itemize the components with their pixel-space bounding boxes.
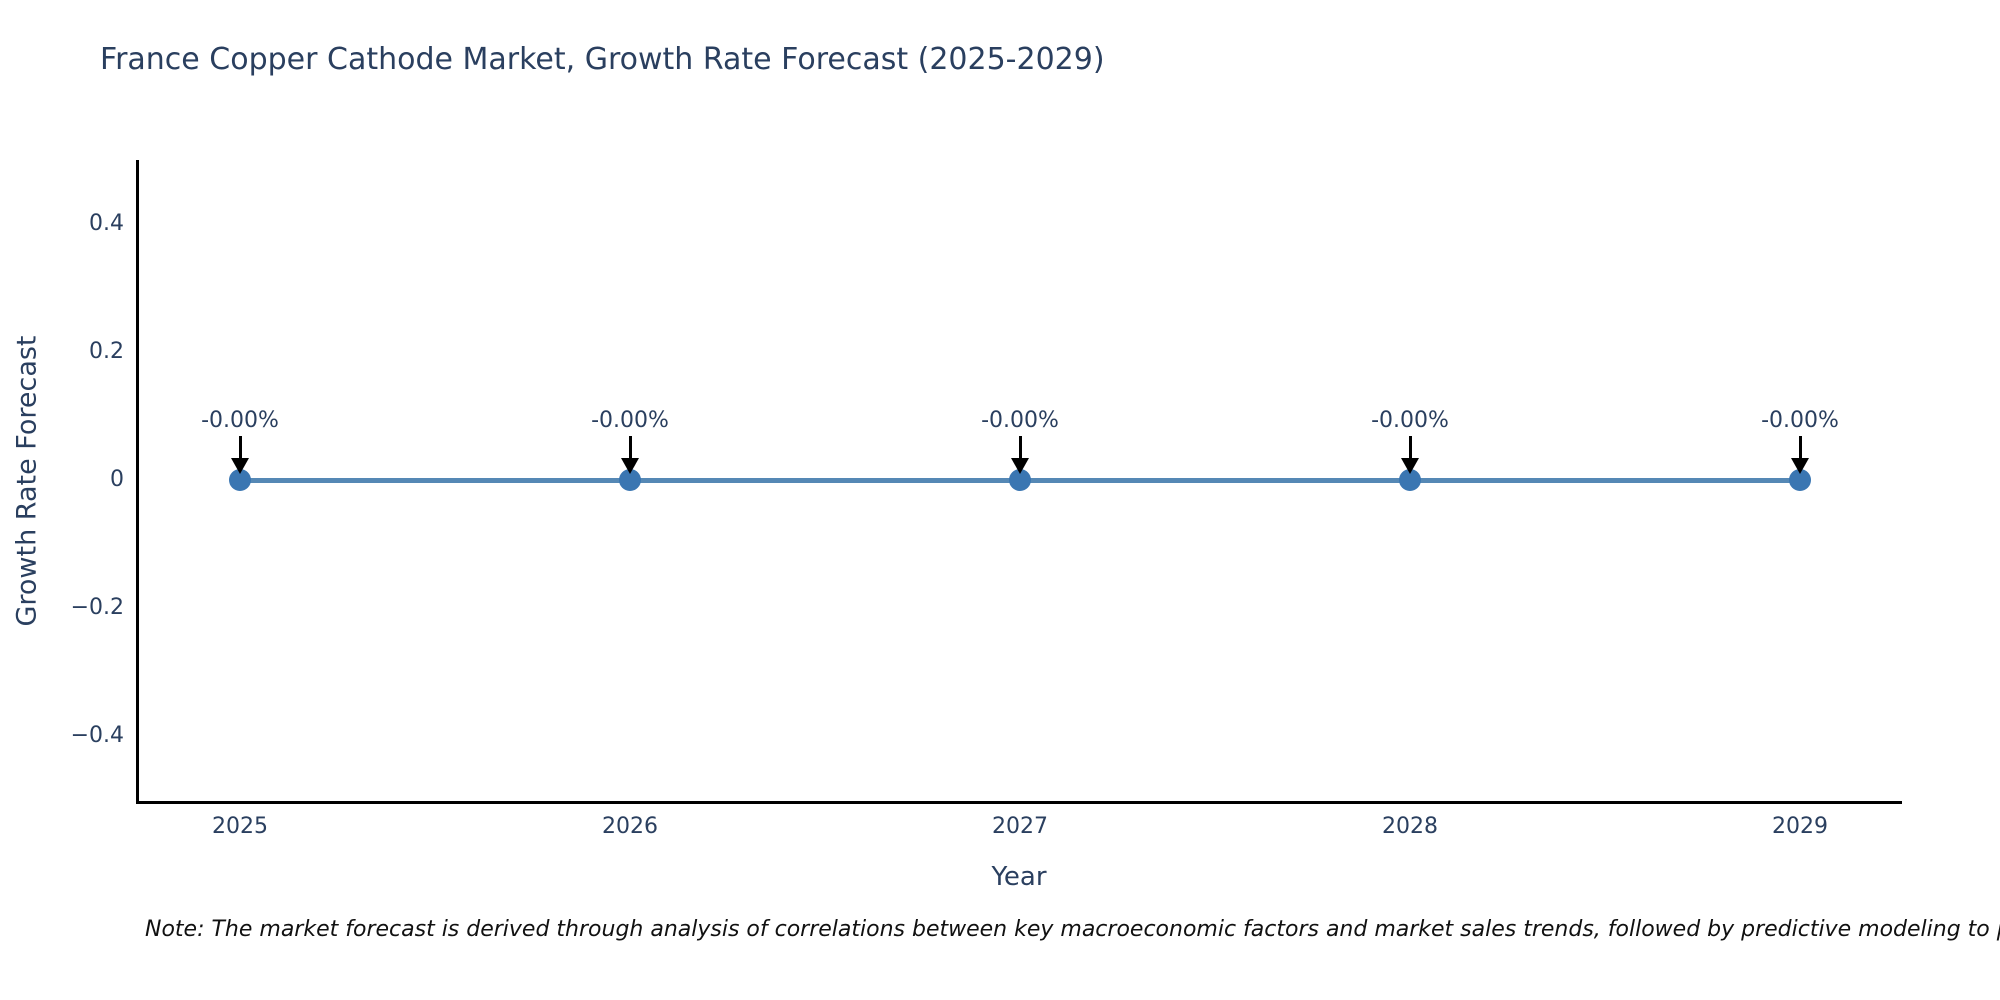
annotation-arrowhead bbox=[1011, 458, 1029, 474]
annotation-label: -0.00% bbox=[201, 408, 279, 433]
x-tick-label: 2026 bbox=[602, 814, 658, 839]
data-point-marker bbox=[619, 469, 641, 491]
footnote: Note: The market forecast is derived thr… bbox=[145, 917, 2000, 942]
annotation-label: -0.00% bbox=[1371, 408, 1449, 433]
x-tick-label: 2027 bbox=[992, 814, 1048, 839]
y-tick-label: 0 bbox=[110, 467, 124, 492]
y-tick-label: −0.2 bbox=[70, 595, 124, 620]
y-tick-label: 0.2 bbox=[89, 339, 124, 364]
annotation-label: -0.00% bbox=[591, 408, 669, 433]
annotation-arrowhead bbox=[231, 458, 249, 474]
annotation-arrow bbox=[1409, 436, 1412, 460]
annotation-label: -0.00% bbox=[1761, 408, 1839, 433]
annotation-label: -0.00% bbox=[981, 408, 1059, 433]
y-tick-label: −0.4 bbox=[70, 723, 124, 748]
annotation-arrow bbox=[1799, 436, 1802, 460]
data-point-marker bbox=[1009, 469, 1031, 491]
x-tick-label: 2029 bbox=[1772, 814, 1828, 839]
y-tick-label: 0.4 bbox=[89, 211, 124, 236]
chart-title: France Copper Cathode Market, Growth Rat… bbox=[100, 42, 1105, 77]
x-tick-label: 2025 bbox=[212, 814, 268, 839]
x-tick-label: 2028 bbox=[1382, 814, 1438, 839]
x-axis-title: Year bbox=[991, 862, 1047, 892]
annotation-arrowhead bbox=[1401, 458, 1419, 474]
annotation-arrow bbox=[629, 436, 632, 460]
annotation-arrow bbox=[239, 436, 242, 460]
data-point-marker bbox=[1399, 469, 1421, 491]
annotation-arrowhead bbox=[621, 458, 639, 474]
y-axis-spine bbox=[136, 160, 139, 804]
data-point-marker bbox=[229, 469, 251, 491]
annotation-arrowhead bbox=[1791, 458, 1809, 474]
annotation-arrow bbox=[1019, 436, 1022, 460]
data-point-marker bbox=[1789, 469, 1811, 491]
x-axis-spine bbox=[136, 801, 1902, 804]
